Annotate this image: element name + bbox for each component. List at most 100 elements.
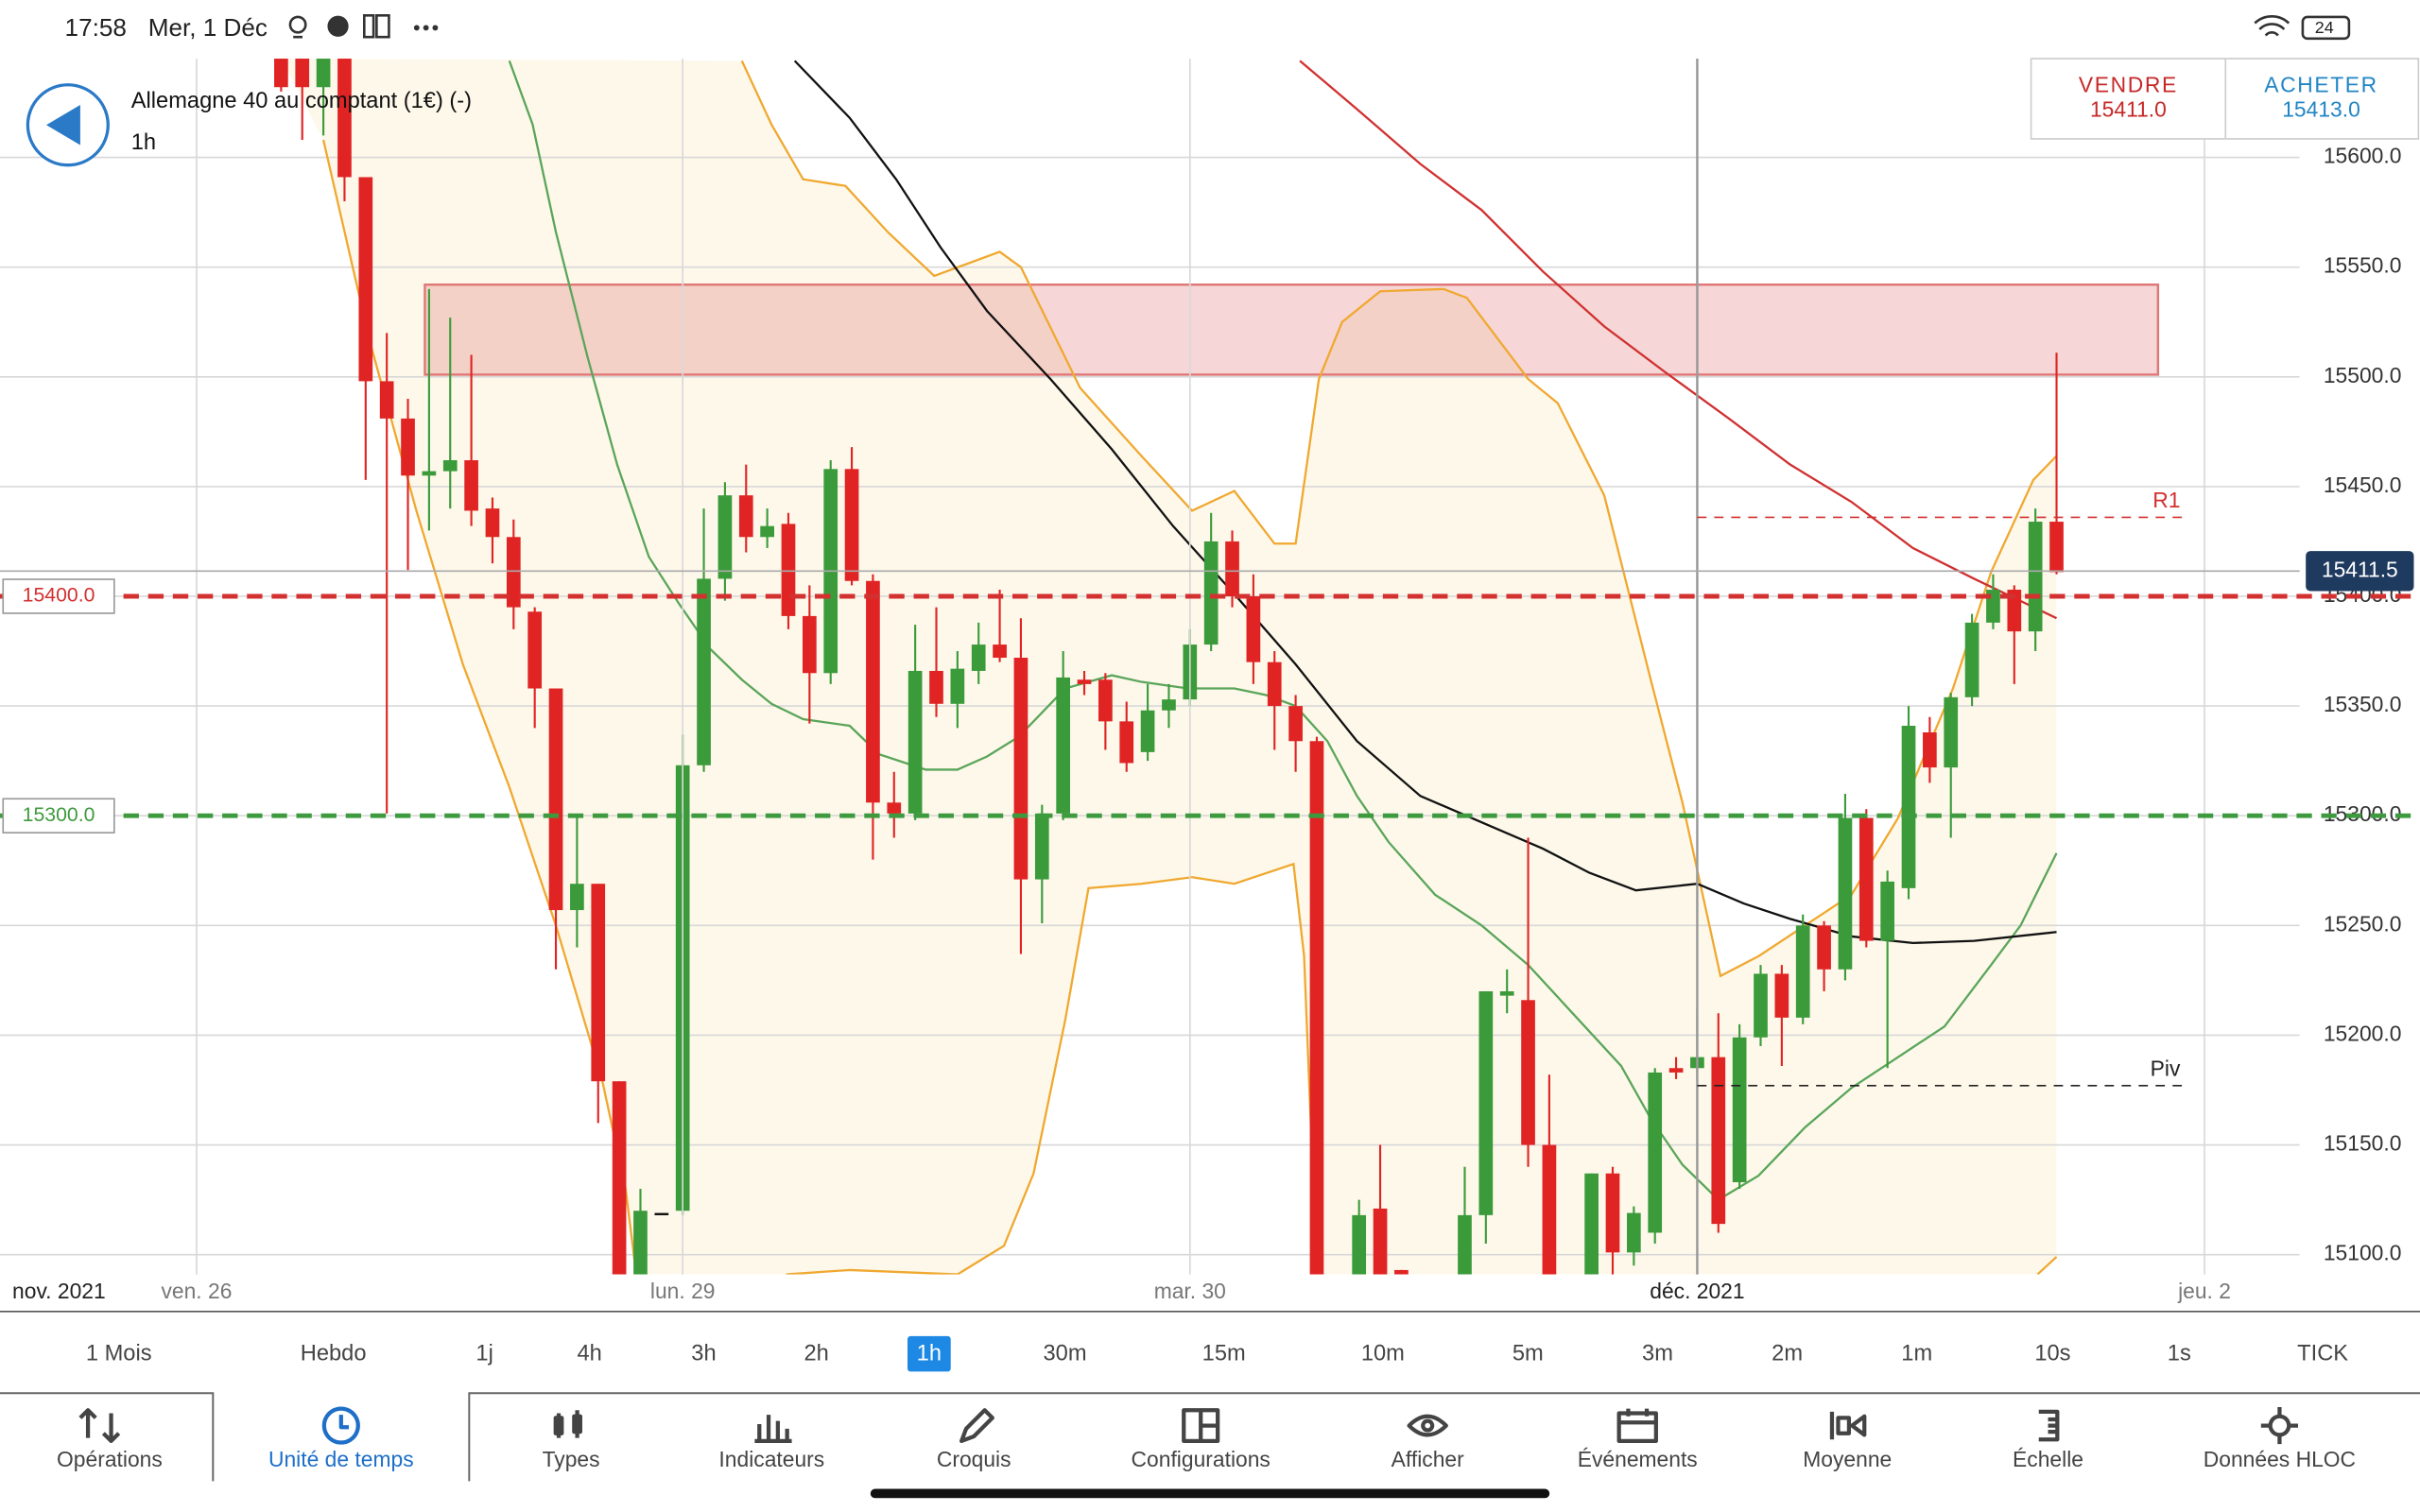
zone	[424, 284, 2160, 376]
candle-body	[570, 884, 584, 911]
timeframe-label: 30m	[1044, 1342, 1087, 1366]
toolbar-button[interactable]: Échelle	[2013, 1409, 2083, 1471]
candle-body	[929, 670, 943, 704]
toolbar-button[interactable]: Événements	[1578, 1408, 1698, 1472]
toolbar-icon	[78, 1408, 121, 1444]
x-tick-label: lun. 29	[650, 1279, 716, 1303]
toolbar-button[interactable]: Données HLOC	[2204, 1406, 2356, 1471]
candle-body	[422, 471, 437, 476]
status-icons	[288, 14, 2351, 41]
band-fill	[281, 59, 2057, 1275]
candle-body	[1034, 813, 1049, 880]
candle-body	[1584, 1173, 1599, 1275]
timeframe-button[interactable]: 10s	[2034, 1342, 2070, 1366]
timeframe-button[interactable]: 4h	[578, 1342, 602, 1366]
candle-body	[1626, 1212, 1641, 1253]
y-tick-label: 15150.0	[2324, 1131, 2402, 1156]
sell-label: VENDRE	[2079, 72, 2178, 96]
toolbar-button[interactable]: Opérations	[57, 1408, 163, 1471]
candle-body	[717, 495, 733, 579]
candle-body	[1521, 1000, 1535, 1145]
timeframe-button[interactable]: 10m	[1361, 1342, 1405, 1366]
level-label-box	[2, 798, 115, 833]
timeframe-button[interactable]: TICK	[2297, 1342, 2348, 1366]
candle-body	[1605, 1173, 1620, 1253]
battery-level: 24	[2315, 18, 2334, 37]
timeframe-button[interactable]: 3m	[1642, 1342, 1673, 1366]
toolbar-button[interactable]: Indicateurs	[718, 1415, 824, 1471]
timeframe-button[interactable]: 3h	[691, 1342, 716, 1366]
x-tick-label: ven. 26	[161, 1279, 232, 1303]
y-tick-label: 15200.0	[2324, 1021, 2402, 1045]
level-label: 15400.0	[23, 585, 95, 607]
timeframe-label: 1m	[1901, 1342, 1932, 1366]
quote-panel	[2030, 58, 2420, 140]
timeframe-button[interactable]: 1m	[1901, 1342, 1932, 1366]
toolbar-button[interactable]: Moyenne	[1803, 1411, 1892, 1471]
candle-body	[1246, 595, 1261, 662]
candle-body	[1458, 1214, 1472, 1275]
timeframe-button[interactable]: 2h	[804, 1342, 829, 1366]
instrument-timeframe: 1h	[131, 130, 156, 155]
candle-body	[1478, 991, 1494, 1215]
sell-price: 15411.0	[2090, 97, 2167, 122]
toolbar-icon	[959, 1408, 994, 1444]
y-tick-label: 15600.0	[2324, 144, 2402, 168]
toolbar-icon	[2038, 1409, 2060, 1442]
candle-body	[866, 580, 880, 803]
toolbar-icon	[2260, 1406, 2299, 1445]
timeframe-button[interactable]: 2m	[1772, 1342, 1803, 1366]
candle-body	[442, 460, 458, 472]
toolbar-button[interactable]: Types	[543, 1410, 600, 1471]
candle-body	[1225, 541, 1239, 596]
toolbar-button[interactable]: Configurations	[1132, 1408, 1270, 1471]
timeframe-highlight	[908, 1335, 951, 1372]
back-button[interactable]	[26, 83, 110, 167]
instrument-name: Allemagne 40 au comptant (1€) (-)	[131, 89, 472, 113]
status-time: 17:58	[65, 13, 127, 42]
candle-body	[591, 884, 606, 1082]
timeframe-button[interactable]: 30m	[1044, 1342, 1087, 1366]
status-date: Mer, 1 Déc	[148, 13, 268, 42]
timeframe-button[interactable]: Hebdo	[301, 1342, 367, 1366]
level-label-box	[2, 578, 115, 614]
timeframe-label: 10m	[1361, 1342, 1405, 1366]
candle-body	[654, 1212, 669, 1215]
candle-body	[1542, 1144, 1557, 1275]
toolbar-button[interactable]: Croquis	[937, 1408, 1011, 1471]
indicator-line	[2036, 1256, 2058, 1275]
candle-body	[1373, 1208, 1388, 1275]
x-tick-label: déc. 2021	[1650, 1279, 1744, 1303]
timeframe-button[interactable]: 1j	[475, 1342, 493, 1366]
candle-body	[1162, 699, 1176, 711]
candle-body	[1774, 973, 1789, 1018]
toolbar-button[interactable]: Afficher	[1392, 1414, 1464, 1471]
candle-body	[633, 1211, 648, 1275]
candle-body	[1795, 925, 1810, 1018]
timeframe-button[interactable]: 1 Mois	[86, 1342, 152, 1366]
candle-body	[1499, 991, 1514, 996]
toolbar-icon	[321, 1406, 360, 1445]
candle-body	[1140, 710, 1155, 752]
toolbar-icon	[553, 1410, 582, 1438]
candle-body	[697, 578, 711, 765]
toolbar-label: Types	[543, 1447, 600, 1471]
y-tick-label: 15450.0	[2324, 472, 2402, 497]
candle-body	[971, 644, 986, 671]
month-label: nov. 2021	[12, 1279, 106, 1303]
candle-body	[1203, 541, 1219, 645]
timeframe-button[interactable]: 1h	[908, 1335, 951, 1372]
buy-label: ACHETER	[2264, 72, 2378, 96]
y-tick-label: 15550.0	[2324, 253, 2402, 278]
toolbar-button[interactable]: Unité de temps	[268, 1406, 414, 1472]
timeframe-button[interactable]: 15m	[1202, 1342, 1246, 1366]
candle-body	[274, 59, 288, 88]
timeframe-button[interactable]: 1s	[2168, 1342, 2191, 1366]
timeframe-label: 1s	[2168, 1342, 2191, 1366]
candle-body	[548, 688, 563, 911]
candle-body	[337, 59, 352, 178]
timeframe-button[interactable]: 5m	[1512, 1342, 1544, 1366]
timeframe-label: 15m	[1202, 1342, 1246, 1366]
toolbar-label: Afficher	[1392, 1447, 1464, 1471]
timeframe-label: 5m	[1512, 1342, 1544, 1366]
